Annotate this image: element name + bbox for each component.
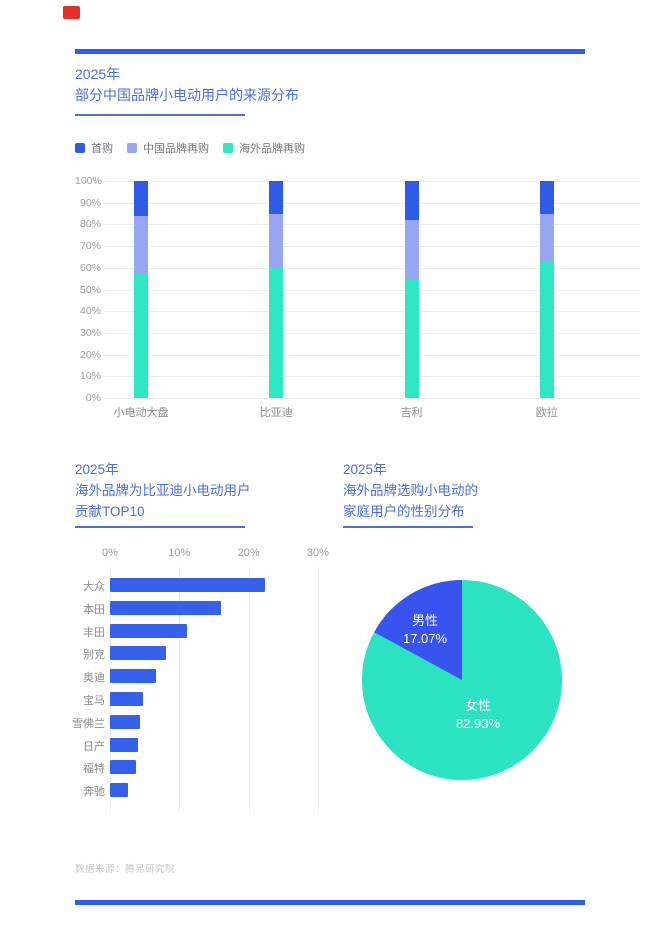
- gridline: [248, 567, 250, 813]
- legend-item: 中国品牌再购: [127, 140, 209, 156]
- data-source: 数据来源：腾易研究院: [75, 864, 176, 875]
- gridline: [317, 567, 319, 813]
- y-tick-label: 90%: [79, 196, 101, 209]
- bar-segment: [539, 261, 554, 398]
- row-label: 奔驰: [83, 786, 105, 799]
- legend-item: 首购: [75, 140, 113, 156]
- gridline: [105, 311, 640, 313]
- row-label: 大众: [83, 581, 105, 593]
- gridline: [110, 567, 111, 813]
- bar-segment: [404, 181, 419, 221]
- legend-item-label: 中国品牌再购: [143, 143, 209, 155]
- brand-logo-icon: [63, 6, 80, 19]
- x-category-label: 比亚迪: [259, 407, 293, 419]
- bar-segment: [134, 181, 148, 216]
- gender-title-underline: [343, 526, 473, 528]
- legend-item-label: 首购: [91, 143, 113, 155]
- legend-item-label: 海外品牌再购: [239, 143, 305, 155]
- y-tick-label: 30%: [79, 326, 101, 339]
- row-label: 奥迪: [83, 672, 105, 685]
- hbar: [110, 646, 167, 661]
- gridline: [105, 289, 640, 291]
- row-label: 日产: [83, 740, 105, 753]
- y-tick-label: 70%: [79, 240, 101, 253]
- gridline: [105, 246, 640, 248]
- legend: 首购 中国品牌再购 海外品牌再购: [75, 140, 305, 156]
- hbar: [110, 692, 144, 706]
- y-tick-label: 40%: [79, 305, 101, 318]
- row-label: 雪佛兰: [72, 717, 105, 730]
- bar-segment: [134, 274, 148, 398]
- gender-section-title: 2025年 海外品牌选购小电动的 家庭用户的性别分布: [343, 462, 478, 519]
- gridline: [105, 202, 640, 204]
- bar-segment: [269, 213, 284, 268]
- row-label: 宝马: [83, 695, 105, 707]
- x-tick-label: 20%: [237, 547, 260, 559]
- bar-segment: [404, 278, 419, 398]
- x-tick-label: 30%: [306, 547, 329, 559]
- x-category-label: 欧拉: [535, 407, 558, 419]
- row-label: 本田: [83, 603, 105, 616]
- gridline: [105, 267, 640, 269]
- legend-item: 海外品牌再购: [223, 140, 305, 156]
- top-divider: [75, 49, 585, 54]
- gridline: [105, 332, 640, 334]
- bar-segment: [404, 220, 419, 279]
- hbar: [110, 783, 129, 798]
- y-tick-label: 20%: [79, 348, 101, 361]
- origin-section-title: 2025年 部分中国品牌小电动用户的来源分布: [75, 66, 299, 103]
- row-label: 丰田: [83, 626, 105, 639]
- hbar: [110, 737, 139, 752]
- pie-label-male: 男性 17.07%: [402, 613, 448, 646]
- top10-title-underline: [75, 526, 245, 528]
- y-tick-label: 50%: [79, 283, 101, 296]
- bar-segment: [269, 181, 284, 214]
- hbar: [110, 714, 140, 729]
- y-tick-label: 0%: [85, 392, 101, 404]
- y-tick-label: 10%: [79, 370, 101, 383]
- row-label: 福特: [83, 763, 105, 776]
- hbar: [110, 600, 221, 615]
- x-category-label: 小电动大盘: [113, 407, 169, 419]
- bar-segment: [539, 181, 554, 214]
- x-tick-label: 10%: [168, 547, 191, 559]
- y-tick-label: 100%: [75, 175, 102, 187]
- pie-svg: [362, 580, 562, 780]
- bar-segment: [134, 215, 148, 275]
- y-tick-label: 80%: [79, 218, 101, 231]
- bar-segment: [539, 213, 554, 262]
- bottom-divider: [75, 900, 585, 905]
- hbar: [110, 669, 157, 684]
- gridline: [105, 376, 640, 378]
- y-tick-label: 60%: [79, 261, 101, 274]
- stacked-chart: 0% 10% 20% 30% 40% 50% 60% 70% 80% 90% 100% 小电动大盘 比亚…: [75, 175, 640, 426]
- legend-swatch-icon: [75, 143, 85, 153]
- origin-title-underline: [75, 114, 245, 116]
- legend-swatch-icon: [223, 143, 233, 153]
- x-tick-label: 0%: [102, 547, 118, 559]
- gridline: [105, 398, 640, 399]
- gridline: [105, 181, 640, 182]
- gridline: [179, 567, 181, 813]
- gridline: [105, 224, 640, 226]
- pie-slice-male: [374, 580, 462, 680]
- x-category-label: 吉利: [400, 407, 423, 419]
- hbar: [110, 623, 187, 638]
- top10-section-title: 2025年 海外品牌为比亚迪小电动用户 贡献TOP10: [75, 462, 251, 519]
- hbar: [110, 578, 266, 592]
- row-label: 别克: [83, 649, 105, 662]
- pie-label-female: 女性 82.93%: [455, 698, 501, 731]
- bar-segment: [269, 267, 284, 398]
- hbar: [110, 760, 136, 775]
- pie-chart: 男性 17.07% 女性 82.93%: [360, 578, 564, 782]
- legend-swatch-icon: [127, 143, 137, 153]
- top10-chart: 0% 10% 20% 30% 大众本田丰田别克奥迪宝马雪佛兰日产福特奔驰: [72, 545, 345, 820]
- gridline: [105, 354, 640, 356]
